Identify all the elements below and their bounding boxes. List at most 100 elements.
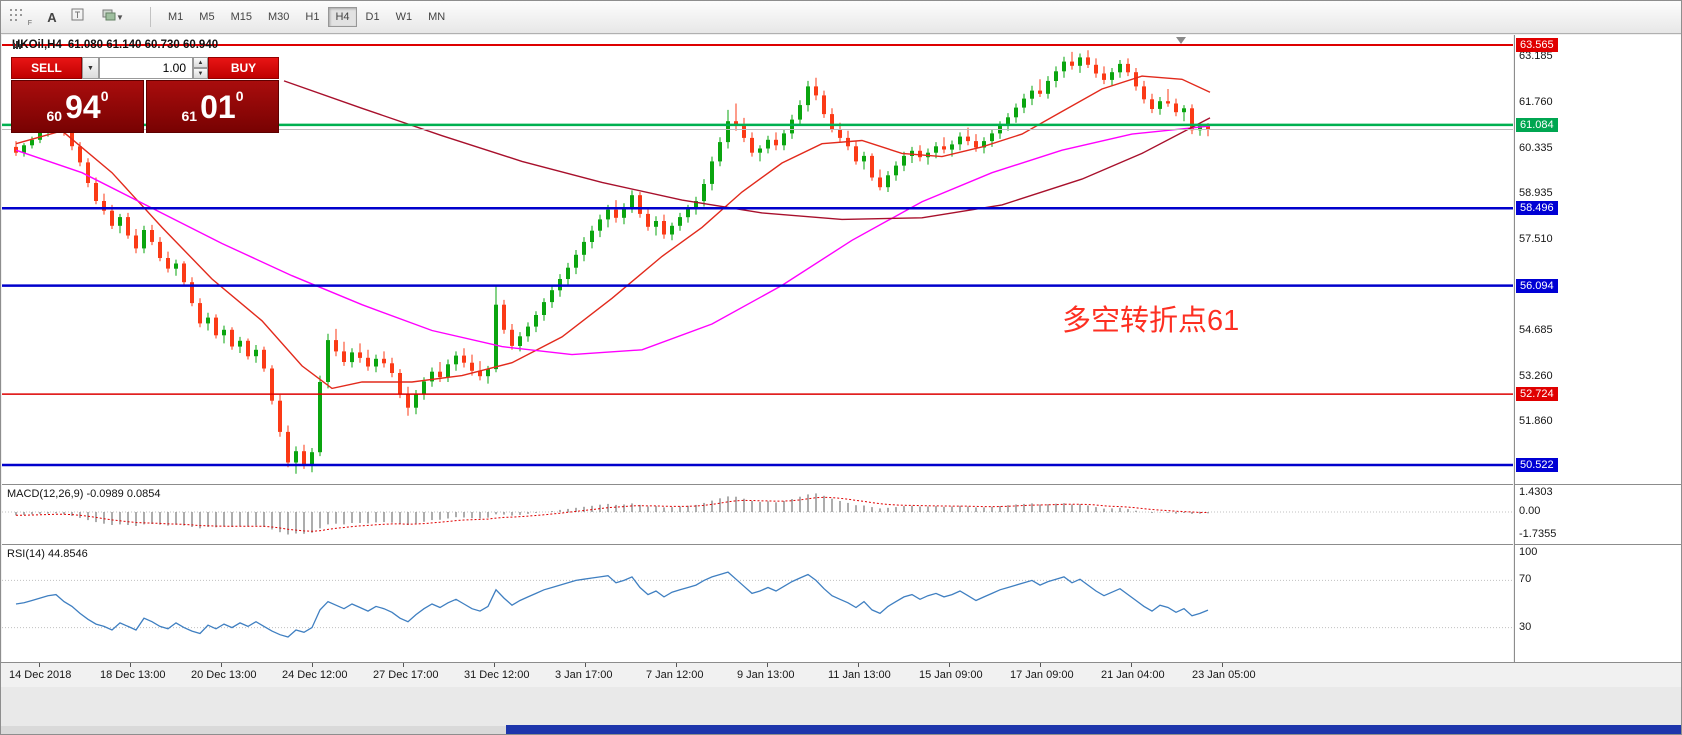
time-label: 14 Dec 2018	[9, 669, 72, 681]
price-tick-label: 58.935	[1519, 187, 1553, 199]
price-tick-label: 57.510	[1519, 233, 1553, 245]
time-label: 27 Dec 17:00	[373, 669, 439, 681]
chart-title: UKOil,H4 61.080 61.140 60.730 60.940	[12, 39, 218, 51]
time-label: 15 Jan 09:00	[919, 669, 983, 681]
time-label: 17 Jan 09:00	[1010, 669, 1074, 681]
macd-axis[interactable]: 1.4303 0.00 -1.7355	[1514, 484, 1681, 545]
time-label: 9 Jan 13:00	[737, 669, 795, 681]
time-tick	[221, 663, 222, 667]
time-label: 3 Jan 17:00	[555, 669, 613, 681]
macd-canvas	[2, 493, 1513, 535]
price-level-badge: 56.094	[1516, 279, 1558, 293]
time-tick	[858, 663, 859, 667]
timeframe-button-h4[interactable]: H4	[328, 7, 357, 27]
ma-fast-red	[15, 75, 1211, 390]
rsi-scale-label: 70	[1519, 573, 1532, 585]
time-tick	[1040, 663, 1041, 667]
rsi-label: RSI(14) 44.8546	[7, 548, 88, 560]
grid-points-tool-button[interactable]: F	[7, 6, 35, 28]
timeframe-button-h1[interactable]: H1	[298, 7, 326, 27]
horizontal-scrollbar-thumb[interactable]	[506, 725, 1681, 734]
rsi-pane[interactable]: RSI(14) 44.8546	[2, 544, 1513, 663]
time-tick	[676, 663, 677, 667]
timeframe-button-w1[interactable]: W1	[389, 7, 420, 27]
volume-stepper: ▲ ▼	[193, 57, 208, 79]
frame-tool-button[interactable]	[69, 6, 97, 28]
time-label: 24 Dec 12:00	[282, 669, 348, 681]
layers-icon	[102, 9, 116, 21]
time-tick	[1222, 663, 1223, 667]
timeframe-button-m5[interactable]: M5	[192, 7, 221, 27]
bid-pips: 94	[65, 88, 101, 125]
one-click-trading-panel: SELL ▼ 1.00 ▲ ▼ BUY 60 94 0 61 01 0	[11, 57, 279, 133]
ma-long-crimson	[283, 80, 1211, 221]
price-axis[interactable]: 63.185 61.760 60.335 58.935 57.510 54.685 53.2…	[1514, 35, 1681, 484]
time-tick	[312, 663, 313, 667]
chart-shift-marker[interactable]	[1176, 37, 1186, 44]
time-tick	[494, 663, 495, 667]
time-label: 11 Jan 13:00	[828, 669, 891, 681]
price-level-badge: 58.496	[1516, 201, 1558, 215]
toolbar-separator	[150, 7, 151, 27]
bid-big-figure: 60	[46, 108, 63, 124]
time-tick	[403, 663, 404, 667]
sell-button[interactable]: SELL	[11, 57, 82, 79]
symbol-title: UKOil,H4	[12, 39, 62, 51]
candles-layer	[14, 50, 1210, 474]
ma-slow-magenta	[15, 125, 1211, 356]
price-tick-label: 63.185	[1519, 50, 1553, 62]
objects-list-button[interactable]: ▼	[100, 6, 138, 28]
price-tick-label: 54.685	[1519, 324, 1553, 336]
timeframe-button-m1[interactable]: M1	[161, 7, 190, 27]
ask-big-figure: 61	[181, 108, 198, 124]
time-tick	[130, 663, 131, 667]
timeframe-button-mn[interactable]: MN	[421, 7, 452, 27]
time-label: 21 Jan 04:00	[1101, 669, 1165, 681]
chart-text-annotation[interactable]: 多空转折点61	[1062, 305, 1240, 337]
time-tick	[1131, 663, 1132, 667]
volume-dropdown-caret[interactable]: ▼	[82, 57, 99, 79]
chart-icon	[13, 41, 21, 49]
timeframe-button-d1[interactable]: D1	[359, 7, 387, 27]
time-tick	[767, 663, 768, 667]
text-tool-button[interactable]: A	[38, 6, 66, 28]
volume-input[interactable]: 1.00	[99, 57, 193, 79]
macd-signal-line	[15, 496, 1209, 532]
time-label: 18 Dec 13:00	[100, 669, 166, 681]
time-axis[interactable]: 14 Dec 2018 18 Dec 13:00 20 Dec 13:00 24 De…	[1, 662, 1681, 688]
macd-scale-label: -1.7355	[1519, 528, 1557, 540]
horizontal-scrollbar-track[interactable]	[1, 725, 1681, 734]
timeframe-group: M1 M5 M15 M30 H1 H4 D1 W1 MN	[160, 7, 453, 27]
dropdown-caret-icon: ▼	[116, 12, 124, 22]
timeframe-button-m30[interactable]: M30	[261, 7, 296, 27]
buy-button[interactable]: BUY	[208, 57, 279, 79]
timeframe-button-m15[interactable]: M15	[224, 7, 259, 27]
time-tick	[39, 663, 40, 667]
frame-icon	[71, 8, 84, 21]
volume-step-down-icon[interactable]: ▼	[193, 68, 208, 79]
time-label: 23 Jan 05:00	[1192, 669, 1256, 681]
price-tick-label: 60.335	[1519, 142, 1553, 154]
time-tick	[585, 663, 586, 667]
main-chart-canvas[interactable]	[2, 35, 1513, 484]
price-tick-label: 51.860	[1519, 415, 1553, 427]
volume-step-up-icon[interactable]: ▲	[193, 57, 208, 68]
text-tool-icon: A	[47, 9, 57, 25]
macd-scale-label: 1.4303	[1519, 486, 1553, 498]
price-level-badge: 61.084	[1516, 118, 1558, 132]
price-level-badge: 63.565	[1516, 38, 1558, 52]
time-label: 31 Dec 12:00	[464, 669, 530, 681]
toolbar: F A ▼ M1 M5 M15 M30 H1 H4 D1 W1 MN	[1, 1, 1681, 34]
ohlc-readout: 61.080 61.140 60.730 60.940	[67, 39, 219, 51]
rsi-scale-label: 30	[1519, 621, 1532, 633]
rsi-line	[15, 571, 1209, 638]
bid-price-display[interactable]: 60 94 0	[11, 80, 144, 133]
rsi-axis[interactable]: 100 70 30	[1514, 544, 1681, 663]
ask-price-display[interactable]: 61 01 0	[146, 80, 279, 133]
main-chart-pane[interactable]: UKOil,H4 61.080 61.140 60.730 60.940 SEL…	[2, 35, 1513, 484]
grid-dots-icon	[10, 9, 22, 21]
ask-pipette: 0	[235, 88, 244, 104]
macd-pane[interactable]: MACD(12,26,9) -0.0989 0.0854	[2, 484, 1513, 545]
bid-pipette: 0	[100, 88, 109, 104]
